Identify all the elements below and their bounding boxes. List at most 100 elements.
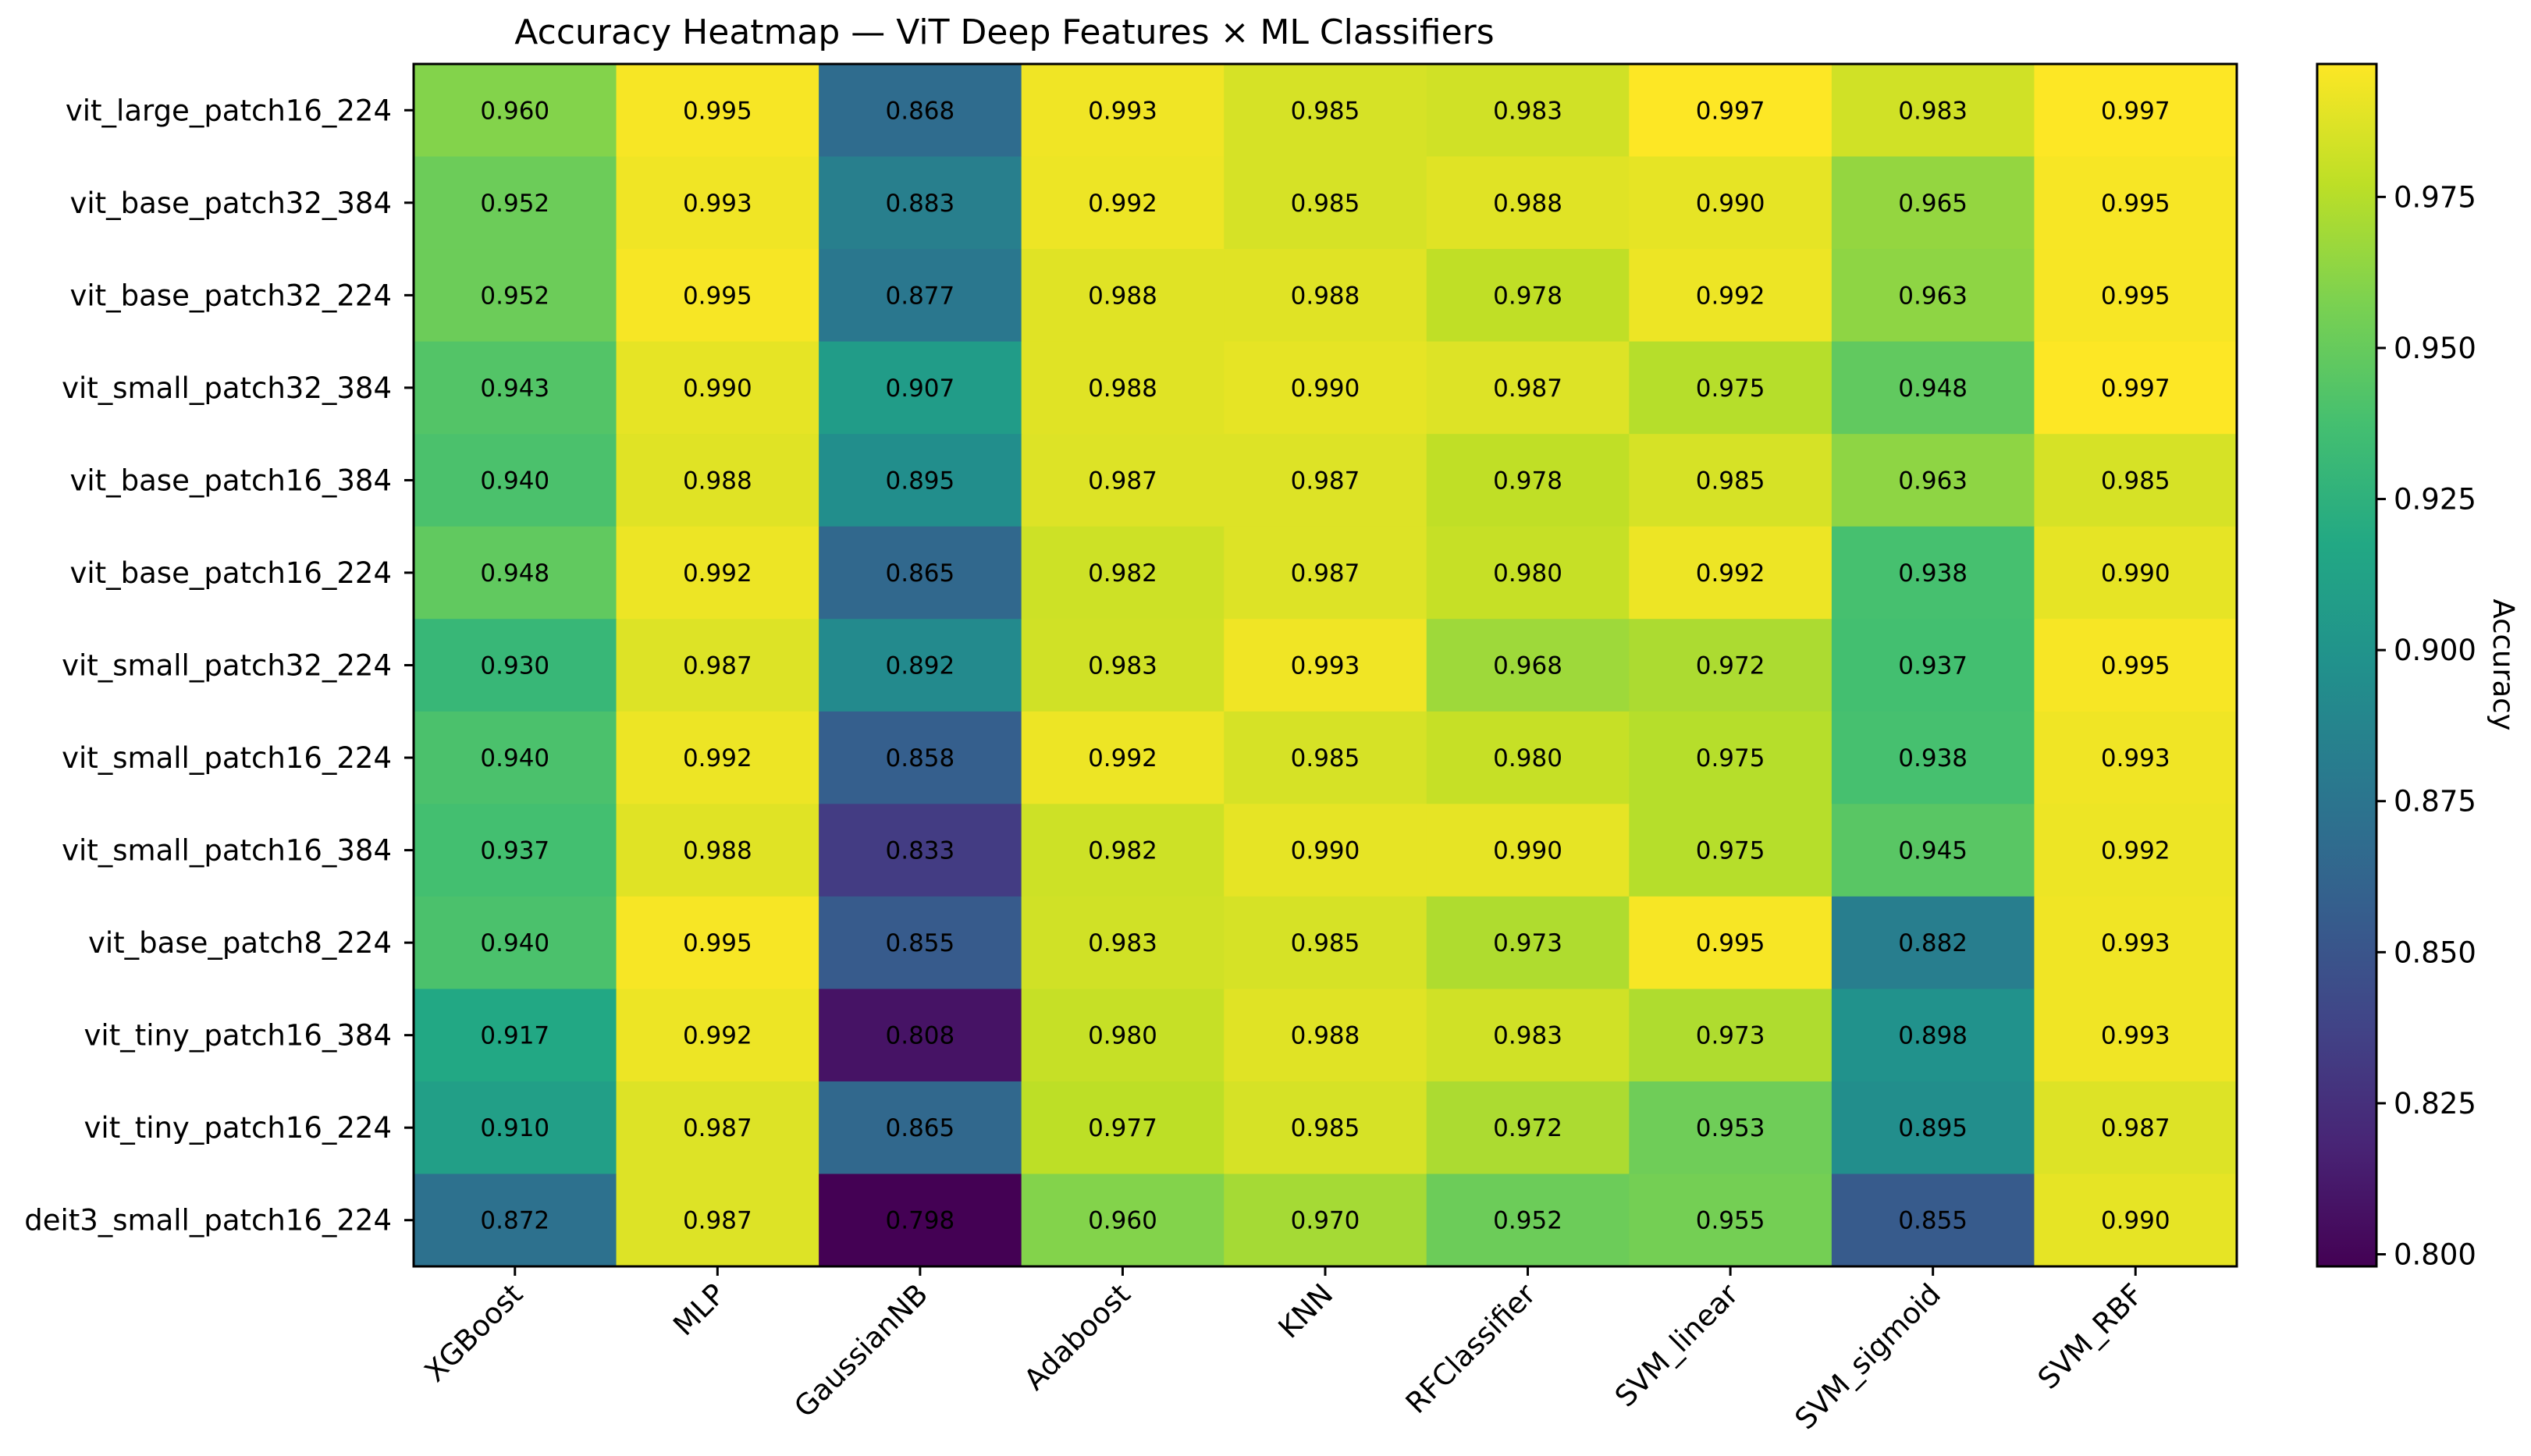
cell-value-label: 0.895 <box>886 467 955 495</box>
cell-value-label: 0.898 <box>1898 1022 1968 1050</box>
cell-value-label: 0.995 <box>2101 652 2170 680</box>
heatmap-cell <box>1629 341 1832 435</box>
cell-value-label: 0.992 <box>1088 190 1157 218</box>
heatmap-cell <box>1629 434 1832 527</box>
chart-title: Accuracy Heatmap — ViT Deep Features × M… <box>514 12 1494 52</box>
heatmap-cell <box>1224 64 1427 158</box>
heatmap-cell <box>1831 526 2035 620</box>
heatmap-cell <box>414 341 617 435</box>
heatmap-cell <box>616 1174 819 1267</box>
cell-value-label: 0.833 <box>886 837 955 865</box>
cell-value-label: 0.983 <box>1898 97 1968 125</box>
heatmap-cell <box>819 249 1022 343</box>
row-label: vit_small_patch16_224 <box>62 741 392 775</box>
row-labels: vit_large_patch16_224 vit_base_patch32_38… <box>24 94 414 1238</box>
cell-value-label: 0.987 <box>1291 467 1360 495</box>
cell-value-label: 0.963 <box>1898 282 1968 310</box>
cell-value-label: 0.988 <box>1088 282 1157 310</box>
heatmap-cell <box>1831 989 2035 1082</box>
heatmap-cell <box>616 64 819 158</box>
heatmap-cell <box>616 249 819 343</box>
cell-value-label: 0.992 <box>1088 744 1157 772</box>
cell-value-label: 0.993 <box>683 190 752 218</box>
heatmap-cell <box>414 896 617 989</box>
row-label: vit_base_patch32_384 <box>69 186 392 220</box>
cell-value-label: 0.972 <box>1493 1114 1562 1142</box>
cell-value-label: 0.930 <box>480 652 549 680</box>
row-label: vit_base_patch8_224 <box>88 926 392 960</box>
heatmap-cell <box>1021 434 1225 527</box>
cell-value-label: 0.985 <box>2101 467 2170 495</box>
heatmap-cell <box>1426 341 1630 435</box>
heatmap-cell <box>2034 64 2238 158</box>
cell-value-label: 0.995 <box>2101 190 2170 218</box>
cell-value-label: 0.980 <box>1493 559 1562 588</box>
heatmap-cell-values: 0.960 0.995 0.868 0.993 0.985 0.983 0.997 0.983… <box>480 97 2170 1234</box>
heatmap-cell <box>414 619 617 712</box>
cell-value-label: 0.977 <box>1088 1114 1157 1142</box>
heatmap-cell <box>1831 1174 2035 1267</box>
cell-value-label: 0.953 <box>1696 1114 1765 1142</box>
cell-value-label: 0.988 <box>1291 1022 1360 1050</box>
heatmap-cell <box>2034 1081 2238 1175</box>
cell-value-label: 0.975 <box>1696 744 1765 772</box>
heatmap-cell <box>1629 526 1832 620</box>
heatmap-cell <box>1224 804 1427 897</box>
heatmap-cell <box>1426 434 1630 527</box>
cell-value-label: 0.993 <box>2101 744 2170 772</box>
heatmap-cell <box>1224 619 1427 712</box>
cell-value-label: 0.948 <box>480 559 549 588</box>
heatmap-cell <box>819 434 1022 527</box>
cell-value-label: 0.983 <box>1493 97 1562 125</box>
cell-value-label: 0.868 <box>886 97 955 125</box>
row-label: vit_base_patch16_224 <box>69 556 392 590</box>
cell-value-label: 0.987 <box>683 1207 752 1235</box>
cell-value-label: 0.960 <box>480 97 549 125</box>
heatmap-cell <box>2034 434 2238 527</box>
colorbar-tick-label: 0.900 <box>2394 634 2476 667</box>
cell-value-label: 0.798 <box>886 1207 955 1235</box>
heatmap-cell <box>414 804 617 897</box>
heatmap-cell <box>1831 896 2035 989</box>
cell-value-label: 0.992 <box>683 1022 752 1050</box>
cell-value-label: 0.952 <box>1493 1207 1562 1235</box>
heatmap-cell <box>616 434 819 527</box>
heatmap-cell <box>1629 804 1832 897</box>
row-label: vit_tiny_patch16_224 <box>84 1111 392 1145</box>
heatmap-cell <box>1831 64 2035 158</box>
heatmap-cell <box>616 989 819 1082</box>
heatmap-cell <box>414 1174 617 1267</box>
heatmap-cell <box>616 804 819 897</box>
heatmap-cell <box>1021 526 1225 620</box>
heatmap-cell <box>1831 619 2035 712</box>
heatmap-cell <box>2034 896 2238 989</box>
cell-value-label: 0.937 <box>480 837 549 865</box>
cell-value-label: 0.997 <box>1696 97 1765 125</box>
cell-value-label: 0.992 <box>683 744 752 772</box>
cell-value-label: 0.882 <box>1898 929 1968 957</box>
colorbar-tick-label: 0.950 <box>2394 332 2476 365</box>
cell-value-label: 0.985 <box>1291 929 1360 957</box>
heatmap-cell <box>414 989 617 1082</box>
heatmap-cell <box>616 619 819 712</box>
cell-value-label: 0.988 <box>1493 190 1562 218</box>
colorbar <box>2316 62 2378 1268</box>
heatmap-cell <box>1831 249 2035 343</box>
cell-value-label: 0.985 <box>1291 190 1360 218</box>
heatmap-cell <box>414 1081 617 1175</box>
row-label: vit_small_patch16_384 <box>62 834 392 868</box>
cell-value-label: 0.990 <box>1291 375 1360 403</box>
column-label: RFClassifier <box>1399 1277 1543 1420</box>
heatmap-cell <box>1426 619 1630 712</box>
heatmap-cell <box>1426 249 1630 343</box>
heatmap-cell <box>616 156 819 250</box>
row-label: vit_base_patch16_384 <box>69 463 392 497</box>
heatmap-cell <box>1021 156 1225 250</box>
cell-value-label: 0.983 <box>1088 929 1157 957</box>
heatmap-cell <box>414 434 617 527</box>
heatmap-cell <box>1629 1174 1832 1267</box>
cell-value-label: 0.965 <box>1898 190 1968 218</box>
heatmap-cell <box>1224 896 1427 989</box>
heatmap-cell <box>1021 1174 1225 1267</box>
cell-value-label: 0.938 <box>1898 559 1968 588</box>
